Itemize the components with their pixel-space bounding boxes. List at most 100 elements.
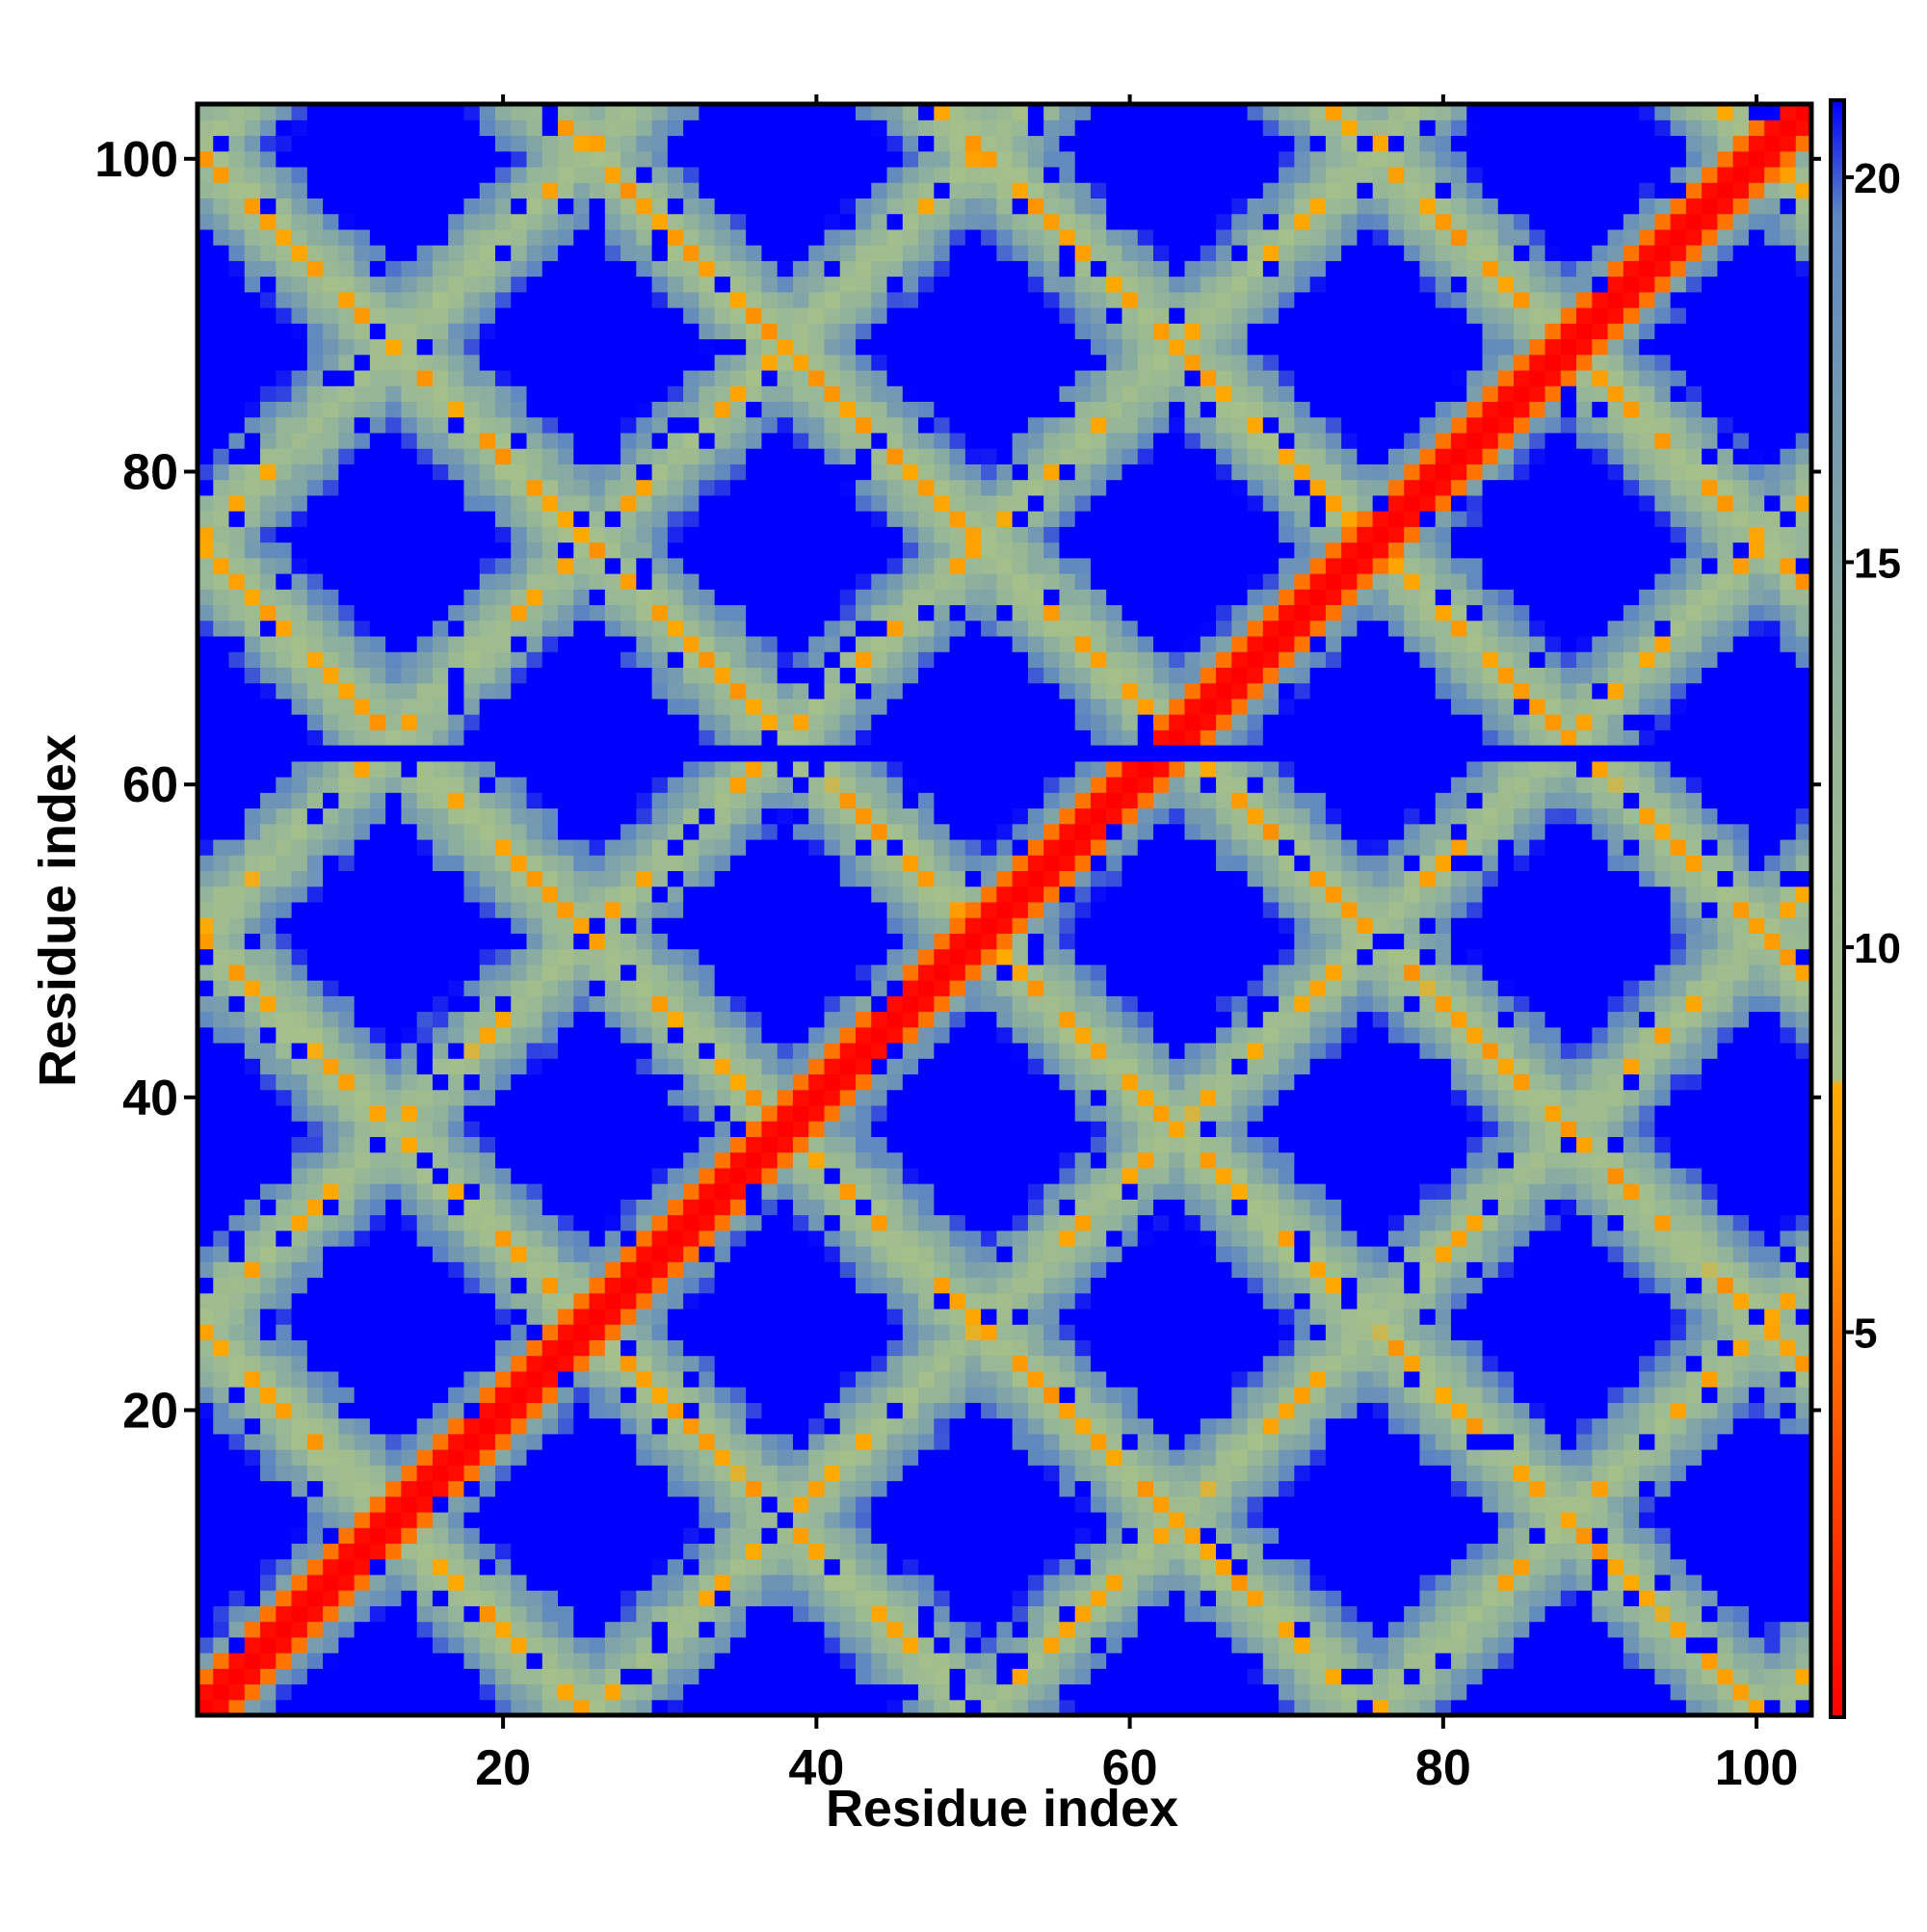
heatmap-cell (683, 369, 700, 386)
heatmap-cell (541, 354, 559, 371)
heatmap-cell (824, 760, 841, 778)
heatmap-cell (276, 1121, 293, 1137)
heatmap-cell (902, 995, 919, 1013)
heatmap-cell (479, 886, 496, 903)
heatmap-cell (839, 542, 857, 559)
heatmap-cell (651, 823, 669, 840)
heatmap-cell (369, 245, 386, 261)
heatmap-cell (306, 448, 324, 464)
heatmap-cell (620, 589, 637, 606)
heatmap-cell (401, 228, 418, 246)
heatmap-cell (839, 432, 857, 449)
heatmap-cell (761, 1308, 779, 1325)
heatmap-cell (463, 1026, 481, 1044)
heatmap-cell (949, 401, 966, 418)
heatmap-cell (338, 777, 356, 793)
heatmap-cell (856, 1246, 872, 1262)
heatmap-cell (526, 1246, 543, 1262)
heatmap-cell (260, 760, 277, 778)
heatmap-cell (729, 995, 747, 1013)
heatmap-cell (699, 948, 716, 966)
heatmap-cell (761, 1183, 779, 1200)
heatmap-cell (792, 104, 809, 120)
heatmap-cell (573, 463, 591, 481)
heatmap-cell (228, 870, 246, 887)
heatmap-cell (306, 323, 324, 340)
heatmap-cell (746, 150, 763, 168)
heatmap-cell (494, 1104, 512, 1122)
heatmap-cell (839, 1527, 857, 1545)
heatmap-cell (244, 479, 261, 496)
heatmap-cell (291, 1636, 308, 1654)
heatmap-cell (729, 1151, 747, 1169)
heatmap-cell (761, 1011, 779, 1028)
heatmap-cell (401, 886, 418, 903)
heatmap-cell (761, 323, 779, 340)
heatmap-cell (306, 182, 324, 198)
heatmap-cell (824, 354, 841, 371)
heatmap-cell (777, 1121, 794, 1137)
heatmap-cell (856, 104, 872, 120)
heatmap-cell (526, 838, 543, 856)
heatmap-cell (401, 511, 418, 527)
heatmap-cell (511, 135, 528, 152)
heatmap-cell (792, 1449, 809, 1466)
heatmap-cell (589, 870, 606, 887)
heatmap-cell (260, 119, 277, 137)
heatmap-cell (494, 1277, 512, 1294)
heatmap-cell (494, 1183, 512, 1200)
heatmap-cell (824, 1465, 841, 1482)
heatmap-cell (934, 1621, 951, 1638)
heatmap-cell (228, 1605, 246, 1623)
heatmap-cell (385, 1058, 403, 1075)
heatmap-cell (589, 401, 606, 418)
heatmap-cell (839, 1370, 857, 1388)
heatmap-cell (228, 933, 246, 950)
heatmap-cell (620, 511, 637, 527)
heatmap-cell (198, 901, 214, 918)
heatmap-cell (291, 886, 308, 903)
heatmap-cell (589, 1449, 606, 1466)
heatmap-cell (511, 1104, 528, 1122)
heatmap-cell (448, 1402, 465, 1419)
heatmap-cell (934, 1308, 951, 1325)
heatmap-cell (714, 1121, 731, 1137)
heatmap-cell (306, 494, 324, 512)
heatmap-cell (636, 1292, 653, 1310)
heatmap-cell (228, 511, 246, 527)
heatmap-cell (856, 1636, 872, 1654)
heatmap-cell (526, 870, 543, 887)
heatmap-cell (636, 119, 653, 137)
heatmap-cell (746, 1073, 763, 1091)
heatmap-cell (276, 1308, 293, 1325)
heatmap-cell (856, 1214, 872, 1231)
heatmap-cell (228, 1324, 246, 1340)
heatmap-cell (871, 886, 888, 903)
heatmap-cell (463, 1449, 481, 1466)
heatmap-cell (558, 933, 574, 950)
heatmap-cell (699, 1465, 716, 1482)
heatmap-cell (918, 323, 935, 340)
heatmap-cell (448, 245, 465, 261)
heatmap-cell (746, 1495, 763, 1513)
heatmap-cell (573, 260, 591, 278)
heatmap-cell (323, 870, 339, 887)
heatmap-cell (369, 276, 386, 293)
heatmap-cell (604, 401, 621, 418)
heatmap-cell (699, 760, 716, 778)
heatmap-cell (777, 682, 794, 700)
heatmap-cell (306, 1417, 324, 1435)
heatmap-cell (589, 1324, 606, 1340)
heatmap-cell (714, 635, 731, 652)
heatmap-cell (511, 1214, 528, 1231)
heatmap-cell (354, 760, 371, 778)
heatmap-cell (260, 1308, 277, 1325)
heatmap-cell (291, 1089, 308, 1106)
heatmap-cell (589, 1543, 606, 1560)
heatmap-cell (291, 213, 308, 230)
heatmap-cell (729, 135, 747, 152)
heatmap-cell (902, 572, 919, 590)
heatmap-cell (886, 1261, 904, 1279)
heatmap-cell (651, 948, 669, 966)
heatmap-cell (228, 526, 246, 543)
